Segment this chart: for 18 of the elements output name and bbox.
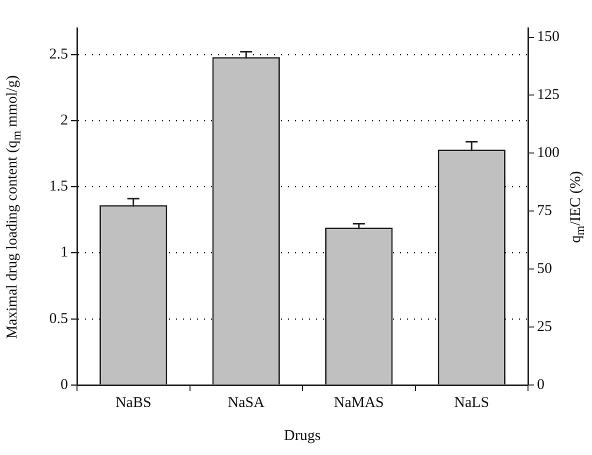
- y2-tick-label: 50: [537, 261, 552, 278]
- y-tick-label: 2: [60, 112, 68, 128]
- x-axis-title: Drugs: [284, 428, 321, 445]
- y-tick-label: 1: [60, 244, 68, 261]
- y2-tick-label: 75: [537, 203, 552, 220]
- x-tick-label: NaSA: [228, 394, 265, 411]
- y-tick-label: 0: [60, 376, 68, 393]
- y2-tick-label: 125: [537, 87, 560, 104]
- x-tick-label: NaMAS: [334, 394, 384, 411]
- y-tick-label: 1.5: [49, 178, 68, 195]
- y2-tick-label: 150: [537, 29, 560, 46]
- y2-tick-label: 100: [537, 145, 560, 162]
- y2-tick-label: 25: [537, 318, 552, 335]
- y-tick-label: 2.5: [49, 46, 68, 62]
- x-tick-label: NaBS: [115, 394, 152, 411]
- y2-tick-label: 0: [537, 376, 544, 393]
- x-tick-label: NaLS: [454, 394, 490, 411]
- y-tick-label: 0.5: [49, 310, 68, 327]
